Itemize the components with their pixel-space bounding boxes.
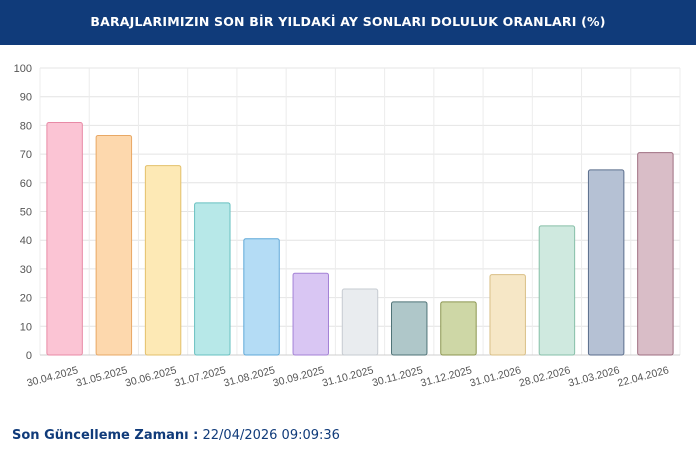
x-tick-label: 31.08.2025 [222,364,276,389]
last-update-label: Son Güncelleme Zamanı : [12,428,199,443]
chart-container: 0 10 20 30 40 50 60 70 80 90 100 30.04.2025 31.05.20… [0,50,696,400]
bar [440,301,477,356]
bar-chart: 0 10 20 30 40 50 60 70 80 90 100 30.04.202531.05.20… [14,63,681,390]
bar [637,152,674,356]
y-tick-label: 60 [20,178,32,190]
y-tick-label: 80 [20,120,32,132]
x-tick-label: 30.06.2025 [124,364,178,389]
y-tick-label: 10 [20,321,32,333]
x-tick-label: 22.04.2026 [616,364,670,389]
header-bar: BARAJLARIMIZIN SON BİR YILDAKİ AY SONLAR… [0,0,696,45]
y-tick-label: 100 [14,63,32,75]
x-tick-label: 28.02.2026 [518,364,572,389]
bar [95,134,133,356]
y-tick-label: 30 [20,264,32,276]
bar [489,274,526,356]
y-tick-label: 90 [20,92,32,104]
bar [292,272,329,356]
bar [587,169,625,356]
bar [144,165,182,356]
bar [46,122,83,356]
x-tick-label: 31.12.2025 [419,364,473,389]
chart-title: BARAJLARIMIZIN SON BİR YILDAKİ AY SONLAR… [90,14,606,29]
last-update: Son Güncelleme Zamanı : 22/04/2026 09:09… [12,428,340,443]
x-tick-label: 30.11.2025 [371,364,424,389]
bar [194,202,231,356]
y-tick-label: 40 [20,235,32,247]
bar [243,238,280,356]
x-tick-label: 31.01.2026 [469,364,523,389]
x-tick-label: 31.07.2025 [173,364,227,389]
bar [538,225,576,356]
y-tick-label: 70 [20,149,32,161]
bar [341,288,379,356]
x-tick-label: 30.09.2025 [272,364,326,389]
x-tick-label: 31.03.2026 [567,364,621,389]
y-tick-label: 50 [20,207,32,219]
x-tick-label: 31.10.2025 [321,364,375,389]
x-tick-label: 31.05.2025 [75,364,129,389]
y-tick-label: 20 [20,293,32,305]
bar [391,301,428,356]
y-tick-label: 0 [26,350,32,362]
last-update-value: 22/04/2026 09:09:36 [202,428,340,443]
x-tick-label: 30.04.2025 [26,364,80,389]
